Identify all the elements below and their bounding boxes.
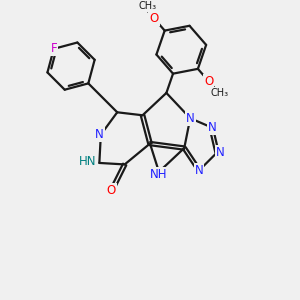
Text: HN: HN	[79, 155, 96, 168]
Text: NH: NH	[150, 168, 168, 181]
Text: N: N	[208, 121, 217, 134]
Text: N: N	[195, 164, 203, 177]
Text: O: O	[149, 12, 159, 25]
Text: N: N	[95, 128, 104, 141]
Text: N: N	[186, 112, 195, 125]
Text: F: F	[50, 42, 57, 55]
Text: O: O	[106, 184, 116, 197]
Text: CH₃: CH₃	[210, 88, 228, 98]
Text: N: N	[216, 146, 225, 159]
Text: CH₃: CH₃	[139, 1, 157, 11]
Text: O: O	[204, 75, 213, 88]
